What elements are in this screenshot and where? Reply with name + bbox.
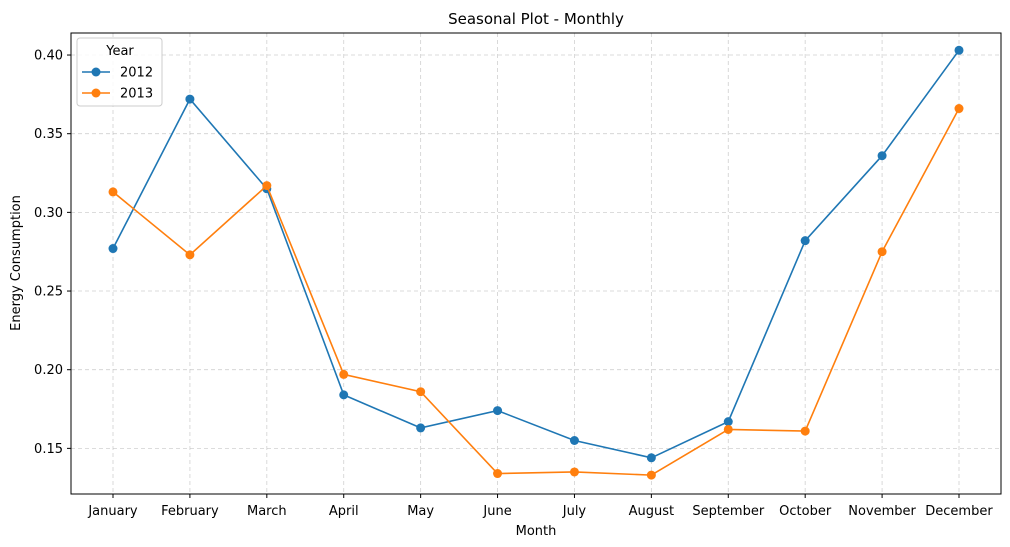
data-point [493,469,503,479]
x-tick-label: April [329,504,359,519]
data-point [646,453,656,463]
series-2013 [108,104,964,480]
legend: Year 2012 2013 [76,37,163,107]
data-point [262,181,272,191]
data-point [800,426,810,436]
legend-label: 2012 [120,66,153,81]
data-point [185,250,195,260]
x-tick-label: July [562,504,587,519]
data-point [954,104,964,114]
data-point [339,369,349,379]
y-axis: 0.15 0.20 0.25 0.30 0.35 0.40 [34,49,71,457]
legend-marker [91,67,101,77]
data-point [877,151,887,161]
x-tick-label: March [247,504,287,519]
y-tick-label: 0.30 [34,206,63,221]
x-tick-label: February [161,504,219,519]
series-2012 [108,45,964,463]
y-tick-label: 0.25 [34,285,63,300]
plot-frame [70,32,1002,495]
series-line [112,108,960,476]
grid [71,33,1001,494]
x-tick-label: December [925,504,993,519]
y-axis-label: Energy Consumption [9,195,24,331]
data-point [723,424,733,434]
data-point [646,470,656,480]
x-tick-label: September [692,504,765,519]
legend-label: 2013 [120,87,153,102]
legend-box [76,37,163,107]
data-point [877,247,887,257]
data-point [108,244,118,254]
data-point [185,94,195,104]
data-point [569,436,579,446]
y-tick-label: 0.35 [34,127,63,142]
y-tick-label: 0.15 [34,442,63,457]
data-point [954,45,964,55]
chart-title: Seasonal Plot - Monthly [448,10,624,28]
x-tick-label: June [482,504,511,519]
x-axis-label: Month [516,524,557,539]
x-tick-label: October [779,504,832,519]
data-point [416,387,426,397]
data-point [339,390,349,400]
legend-title: Year [105,44,134,59]
y-tick-label: 0.40 [34,49,63,64]
data-point [493,406,503,416]
y-tick-label: 0.20 [34,363,63,378]
data-point [723,417,733,427]
data-point [416,423,426,433]
data-point [569,467,579,477]
x-tick-label: May [407,504,434,519]
x-tick-label: November [848,504,916,519]
legend-marker [91,88,101,98]
data-point [108,187,118,197]
x-axis: January February March April May June July Augu… [87,494,993,519]
x-tick-label: August [629,504,675,519]
series-line [112,49,960,459]
data-point [800,236,810,246]
series-layer [108,45,964,480]
legend-entries: 2012 2013 [82,66,153,102]
x-tick-label: January [87,504,138,519]
